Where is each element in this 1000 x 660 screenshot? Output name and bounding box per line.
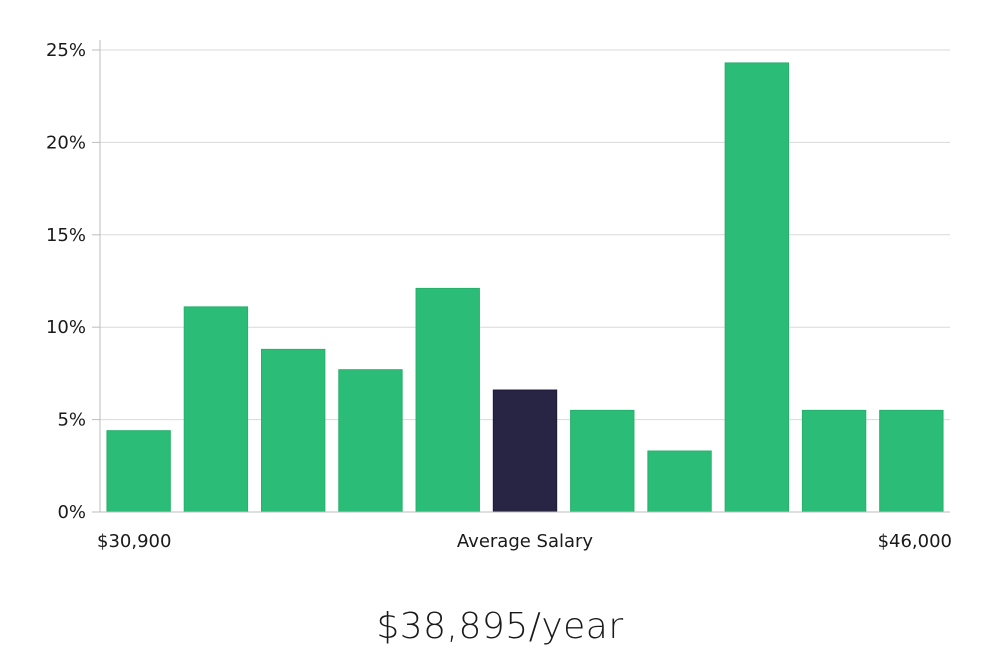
y-tick-label: 15% — [46, 225, 86, 246]
bar-average-bin — [492, 389, 558, 513]
y-tick-label: 10% — [46, 317, 86, 338]
bars — [106, 62, 944, 513]
salary-histogram: 0%5%10%15%20%25% $30,900 Average Salary … — [46, 40, 952, 552]
y-tick-label: 5% — [57, 410, 86, 431]
y-tick-label: 0% — [57, 502, 86, 523]
bar — [106, 430, 171, 513]
bar — [647, 450, 712, 513]
x-min-label: $30,900 — [97, 531, 171, 552]
bar — [183, 306, 249, 513]
y-tick-label: 25% — [46, 40, 86, 61]
bar — [879, 409, 944, 513]
x-max-label: $46,000 — [878, 531, 952, 552]
bar — [415, 287, 480, 513]
y-axis-ticks: 0% 5% 10% 15% 20% 25% — [46, 40, 100, 523]
y-tick-label: 20% — [46, 132, 86, 153]
bar — [261, 348, 326, 513]
average-salary-headline: $38,895/year — [376, 606, 624, 647]
bar — [570, 409, 635, 513]
x-center-label: Average Salary — [457, 531, 594, 552]
bar — [801, 409, 867, 513]
bar — [338, 369, 403, 513]
bar — [724, 62, 789, 513]
